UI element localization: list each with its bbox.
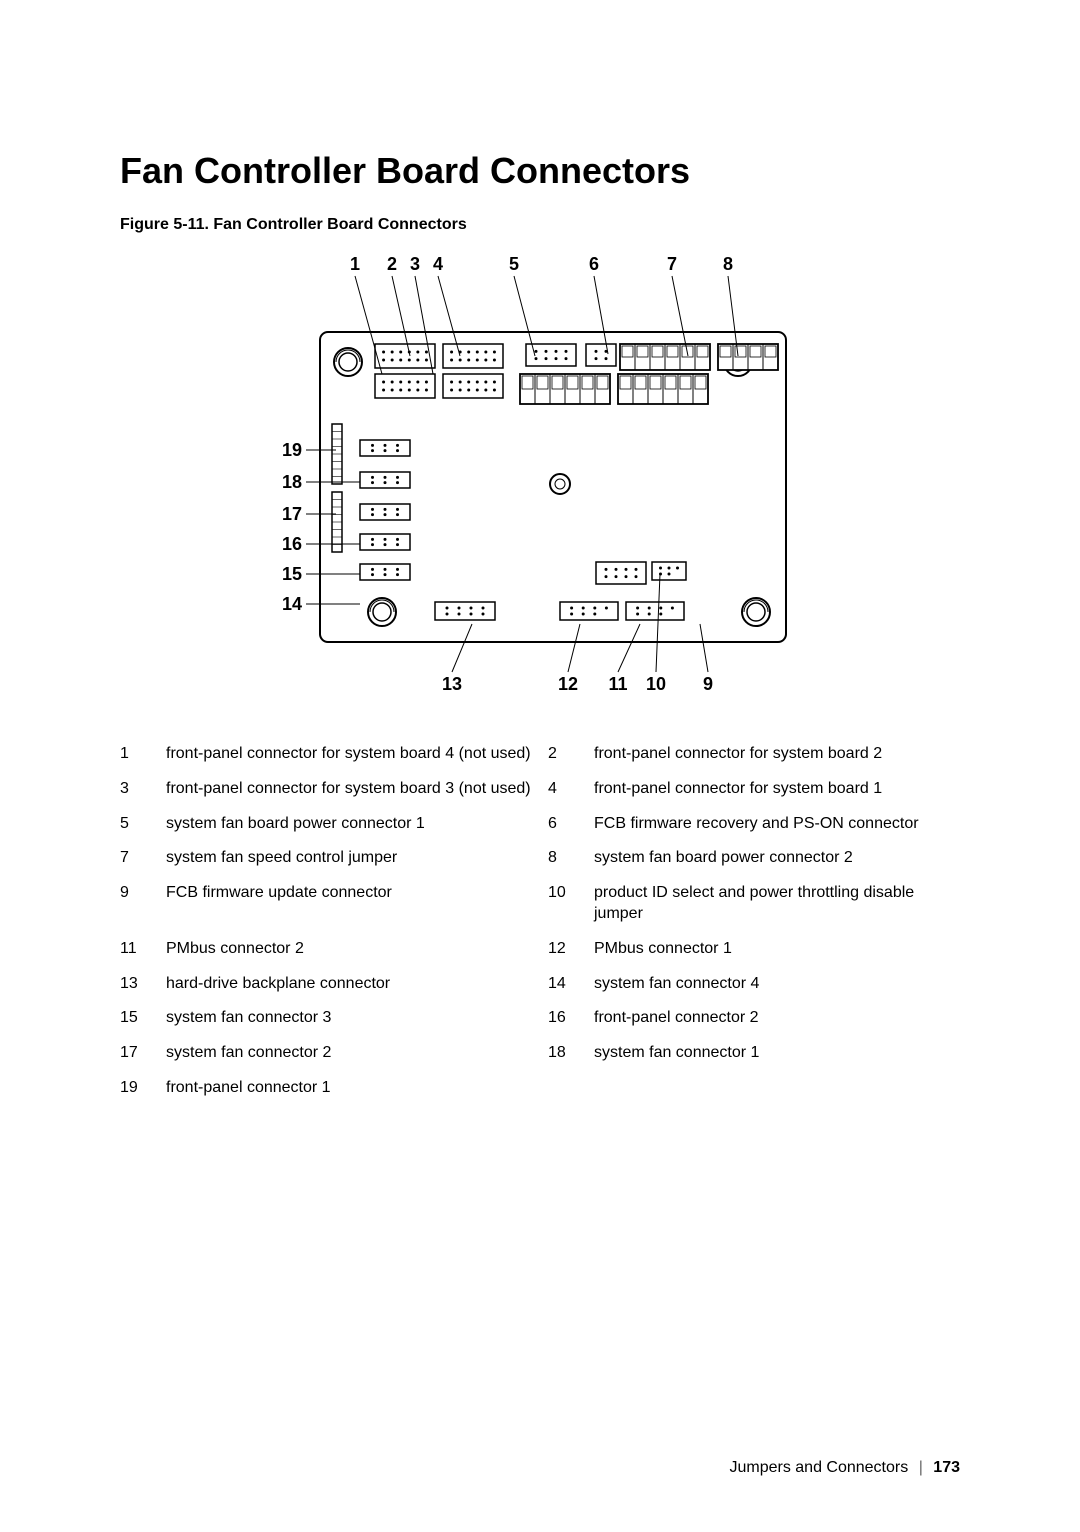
svg-text:12: 12: [558, 674, 578, 694]
board-diagram: 12345678191817161514131211109: [260, 254, 820, 704]
footer-section: Jumpers and Connectors: [729, 1459, 908, 1476]
legend-num: 16: [548, 1008, 578, 1029]
page-footer: Jumpers and Connectors | 173: [729, 1459, 960, 1477]
legend-desc: FCB firmware recovery and PS-ON connecto…: [594, 814, 960, 835]
legend-num: 17: [120, 1043, 150, 1064]
legend-num: 14: [548, 974, 578, 995]
legend-desc: PMbus connector 1: [594, 939, 960, 960]
legend-desc: FCB firmware update connector: [166, 883, 532, 904]
svg-text:10: 10: [646, 674, 666, 694]
legend-num: 13: [120, 974, 150, 995]
figure-caption: Figure 5-11. Fan Controller Board Connec…: [120, 216, 960, 234]
legend-num: 6: [548, 814, 578, 835]
legend-num: 19: [120, 1078, 150, 1099]
svg-text:7: 7: [667, 254, 677, 274]
legend-desc: front-panel connector 2: [594, 1008, 960, 1029]
svg-text:13: 13: [442, 674, 462, 694]
legend-num: 1: [120, 744, 150, 765]
legend-num: 7: [120, 848, 150, 869]
legend-desc: system fan connector 4: [594, 974, 960, 995]
legend-desc: front-panel connector for system board 4…: [166, 744, 532, 765]
svg-text:6: 6: [589, 254, 599, 274]
svg-text:1: 1: [350, 254, 360, 274]
svg-text:2: 2: [387, 254, 397, 274]
legend-desc: hard-drive backplane connector: [166, 974, 532, 995]
legend-desc: front-panel connector for system board 3…: [166, 779, 532, 800]
svg-text:4: 4: [433, 254, 443, 274]
legend-desc: system fan board power connector 2: [594, 848, 960, 869]
legend-desc: system fan board power connector 1: [166, 814, 532, 835]
legend-grid: 1 front-panel connector for system board …: [120, 744, 960, 1099]
legend-num: 5: [120, 814, 150, 835]
svg-text:19: 19: [282, 440, 302, 460]
legend-desc: product ID select and power throttling d…: [594, 883, 960, 925]
svg-text:14: 14: [282, 594, 302, 614]
legend-num: 8: [548, 848, 578, 869]
svg-text:17: 17: [282, 504, 302, 524]
legend-num: 2: [548, 744, 578, 765]
svg-text:11: 11: [608, 674, 627, 694]
svg-text:16: 16: [282, 534, 302, 554]
legend-num: 9: [120, 883, 150, 904]
legend-num: 12: [548, 939, 578, 960]
legend-desc: system fan speed control jumper: [166, 848, 532, 869]
svg-text:3: 3: [410, 254, 420, 274]
svg-text:9: 9: [703, 674, 713, 694]
legend-desc: PMbus connector 2: [166, 939, 532, 960]
footer-page: 173: [933, 1459, 960, 1476]
legend-num: 15: [120, 1008, 150, 1029]
svg-text:5: 5: [509, 254, 519, 274]
legend-desc: system fan connector 2: [166, 1043, 532, 1064]
legend-num: 18: [548, 1043, 578, 1064]
footer-separator: |: [919, 1459, 923, 1476]
svg-text:8: 8: [723, 254, 733, 274]
page-title: Fan Controller Board Connectors: [120, 150, 960, 192]
legend-desc: system fan connector 3: [166, 1008, 532, 1029]
legend-num: 11: [120, 939, 150, 960]
legend-num: 10: [548, 883, 578, 904]
svg-text:15: 15: [282, 564, 302, 584]
legend-desc: system fan connector 1: [594, 1043, 960, 1064]
svg-text:18: 18: [282, 472, 302, 492]
diagram-container: 12345678191817161514131211109: [120, 254, 960, 704]
legend-num: 3: [120, 779, 150, 800]
legend-num: 4: [548, 779, 578, 800]
legend-desc: front-panel connector 1: [166, 1078, 532, 1099]
legend-desc: front-panel connector for system board 1: [594, 779, 960, 800]
legend-desc: front-panel connector for system board 2: [594, 744, 960, 765]
